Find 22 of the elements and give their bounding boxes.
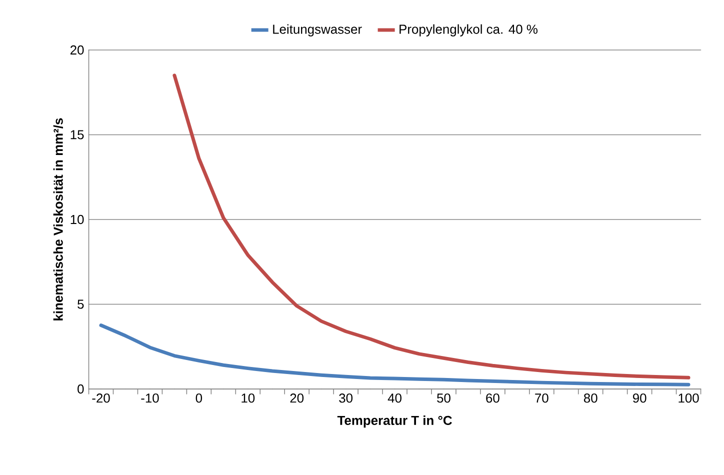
x-tick-label: 50 [437, 394, 450, 403]
x-axis-title: Temperatur T in °C [337, 416, 452, 428]
x-tick-label: 10 [242, 394, 255, 403]
y-tick-label: 0 [78, 384, 84, 394]
x-tick-label: 40 [388, 394, 402, 403]
x-tick-label: 90 [632, 394, 646, 403]
legend-label: Leitungswasser [273, 24, 362, 36]
x-tick-label: 0 [196, 394, 202, 403]
y-tick-label: 10 [70, 214, 84, 224]
x-tick-label: 20 [290, 394, 304, 403]
x-tick-label: -20 [92, 394, 110, 403]
y-tick-label: 20 [70, 45, 84, 55]
y-tick-label: 15 [70, 130, 84, 140]
x-tick-label: 80 [584, 394, 598, 403]
x-tick-label: -10 [141, 394, 159, 403]
x-tick-label: 70 [535, 394, 548, 403]
x-tick-label: 30 [339, 394, 353, 403]
x-tick-label: 60 [486, 394, 500, 403]
y-axis-title: kinematische Viskosität in mm²/s [53, 118, 64, 320]
x-tick-label: 100 [678, 394, 699, 403]
legend-label: Propylenglykol ca. 40 % [400, 24, 538, 36]
y-tick-label: 5 [78, 300, 84, 309]
